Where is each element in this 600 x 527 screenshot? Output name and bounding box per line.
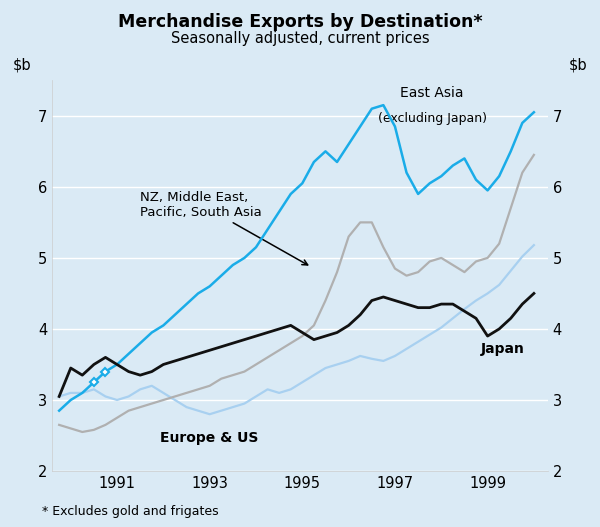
Text: (excluding Japan): (excluding Japan): [377, 112, 487, 125]
Text: Japan: Japan: [481, 342, 524, 356]
Text: East Asia: East Asia: [400, 86, 464, 100]
Text: * Excludes gold and frigates: * Excludes gold and frigates: [42, 504, 218, 518]
Text: Seasonally adjusted, current prices: Seasonally adjusted, current prices: [170, 31, 430, 45]
Text: Europe & US: Europe & US: [160, 431, 259, 445]
Text: Merchandise Exports by Destination*: Merchandise Exports by Destination*: [118, 13, 482, 31]
Text: NZ, Middle East,
Pacific, South Asia: NZ, Middle East, Pacific, South Asia: [140, 191, 308, 265]
Text: $b: $b: [569, 57, 587, 72]
Text: $b: $b: [13, 57, 31, 72]
